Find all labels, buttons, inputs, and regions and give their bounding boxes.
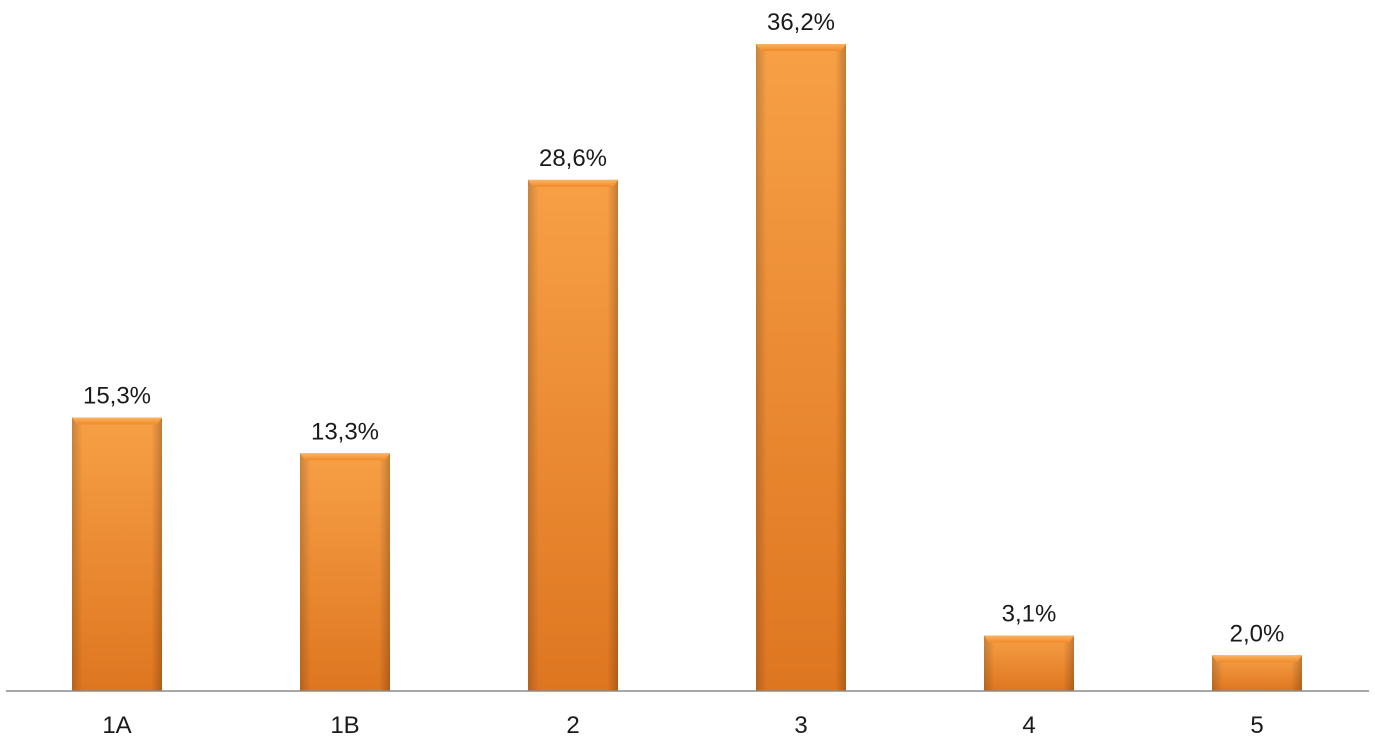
- x-tick-label-4: 4: [1022, 712, 1035, 739]
- bars-group: [72, 44, 1302, 691]
- data-label-5: 2,0%: [1230, 620, 1285, 647]
- data-label-1a: 15,3%: [83, 383, 151, 410]
- labels-group: 15,3% 1A 13,3% 1B 28,6% 2 36,2% 3 3,1% 4 2,0% 5: [83, 9, 1284, 739]
- x-tick-label-3: 3: [794, 712, 807, 739]
- bar-4: [984, 635, 1074, 691]
- x-tick-label-1b: 1B: [330, 712, 359, 739]
- bar-1a: [72, 417, 162, 691]
- data-label-3: 36,2%: [767, 9, 835, 36]
- data-label-4: 3,1%: [1002, 601, 1057, 628]
- data-label-1b: 13,3%: [311, 418, 379, 445]
- x-tick-label-5: 5: [1250, 712, 1263, 739]
- bar-1b: [300, 453, 390, 691]
- data-label-2: 28,6%: [539, 145, 607, 172]
- x-tick-label-1a: 1A: [102, 712, 131, 739]
- x-tick-label-2: 2: [566, 712, 579, 739]
- bar-2: [528, 179, 618, 691]
- bar-3: [756, 44, 846, 691]
- bar-5: [1212, 655, 1302, 691]
